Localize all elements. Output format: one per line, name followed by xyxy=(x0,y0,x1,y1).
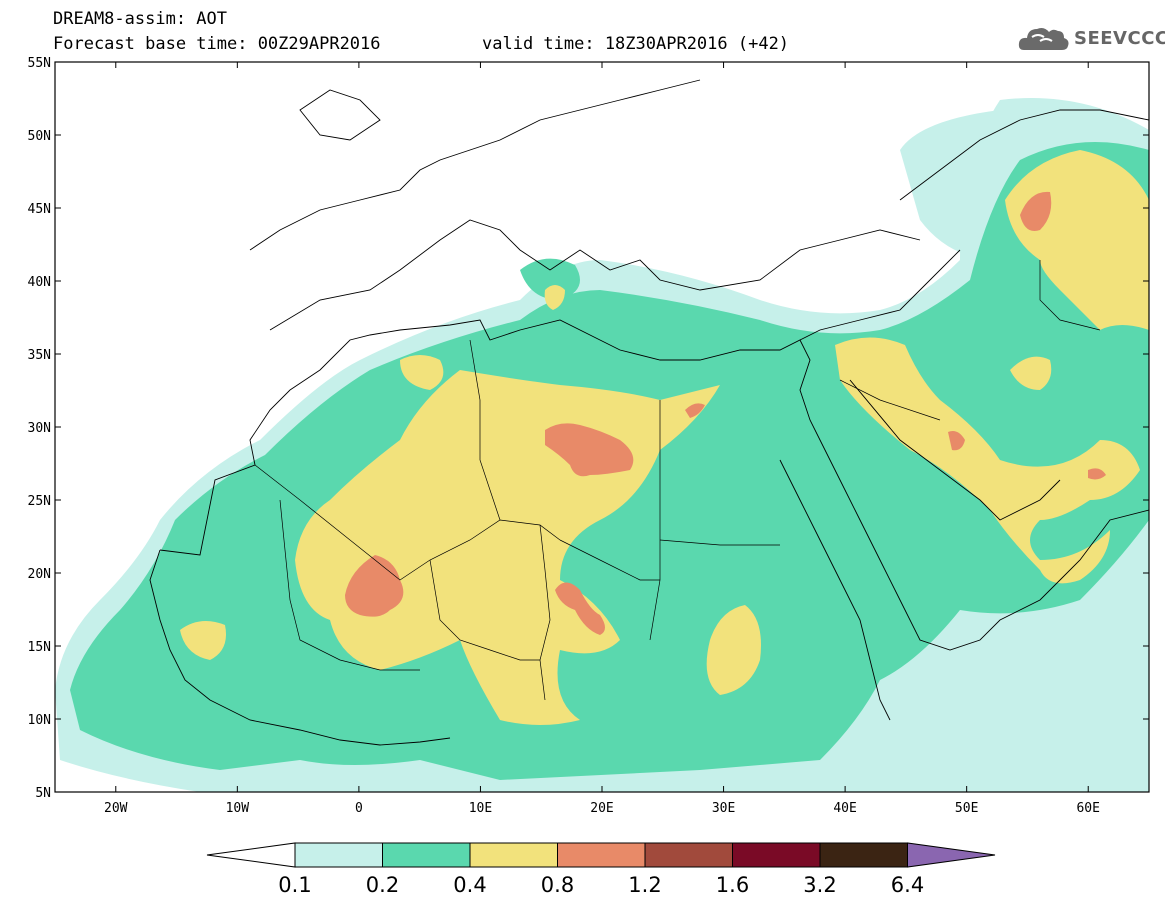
longitude-axis: 20W 10W 0 10E 20E 30E 40E 50E 60E xyxy=(104,62,1100,816)
title-valid-time: valid time: 18Z30APR2016 (+42) xyxy=(482,34,790,54)
colorbar-label: 0.4 xyxy=(453,873,486,897)
colorbar-label: 3.2 xyxy=(803,873,836,897)
cloud-icon xyxy=(1018,28,1069,50)
coastlines xyxy=(149,79,1149,746)
colorbar-label: 1.6 xyxy=(716,873,749,897)
country-borders xyxy=(254,260,1101,701)
lat-tick-label: 40N xyxy=(28,275,51,290)
colorbar-swatch xyxy=(644,842,733,868)
colorbar-swatch xyxy=(469,842,558,868)
aot-field xyxy=(55,79,1149,792)
colorbar-swatch xyxy=(557,842,646,868)
lat-tick-label: 45N xyxy=(28,202,51,217)
colorbar-label: 6.4 xyxy=(891,873,924,897)
title-product: DREAM8-assim: AOT xyxy=(53,9,227,29)
colorbar-arrow-low xyxy=(206,842,296,868)
colorbar-label: 0.2 xyxy=(366,873,399,897)
colorbar-swatch xyxy=(819,842,908,868)
lat-tick-label: 50N xyxy=(28,129,51,144)
lat-tick-label: 25N xyxy=(28,494,51,509)
seevccc-logo: SEEVCCC xyxy=(1018,22,1165,54)
colorbar: 0.1 0.2 0.4 0.8 1.2 1.6 3.2 6.4 xyxy=(206,842,996,897)
lon-tick-label: 40E xyxy=(833,801,856,816)
lat-tick-label: 35N xyxy=(28,348,51,363)
colorbar-label: 1.2 xyxy=(628,873,661,897)
lon-tick-label: 50E xyxy=(955,801,978,816)
lat-tick-label: 10N xyxy=(28,713,51,728)
colorbar-label: 0.1 xyxy=(278,873,311,897)
colorbar-label: 0.8 xyxy=(541,873,574,897)
colorbar-arrow-high xyxy=(907,842,996,868)
colorbar-swatch xyxy=(294,842,383,868)
lat-tick-label: 20N xyxy=(28,567,51,582)
lat-tick-label: 55N xyxy=(28,56,51,71)
lon-tick-label: 10W xyxy=(226,801,250,816)
lon-tick-label: 60E xyxy=(1076,801,1099,816)
lon-tick-label: 20W xyxy=(104,801,128,816)
colorbar-swatch xyxy=(732,842,821,868)
logo-text: SEEVCCC xyxy=(1074,27,1165,49)
lon-tick-label: 20E xyxy=(590,801,613,816)
colorbar-swatch xyxy=(382,842,471,868)
lon-tick-label: 30E xyxy=(712,801,735,816)
title-base-time: Forecast base time: 00Z29APR2016 xyxy=(53,34,381,54)
lat-tick-label: 15N xyxy=(28,640,51,655)
lat-tick-label: 30N xyxy=(28,421,51,436)
latitude-axis: 55N 50N 45N 40N 35N 30N 25N 20N 15N 10N 5N xyxy=(28,56,1149,801)
lon-tick-label: 10E xyxy=(469,801,492,816)
lon-tick-label: 0 xyxy=(355,801,363,816)
aot-band-0.8 xyxy=(345,191,1106,635)
lat-tick-label: 5N xyxy=(35,786,51,801)
